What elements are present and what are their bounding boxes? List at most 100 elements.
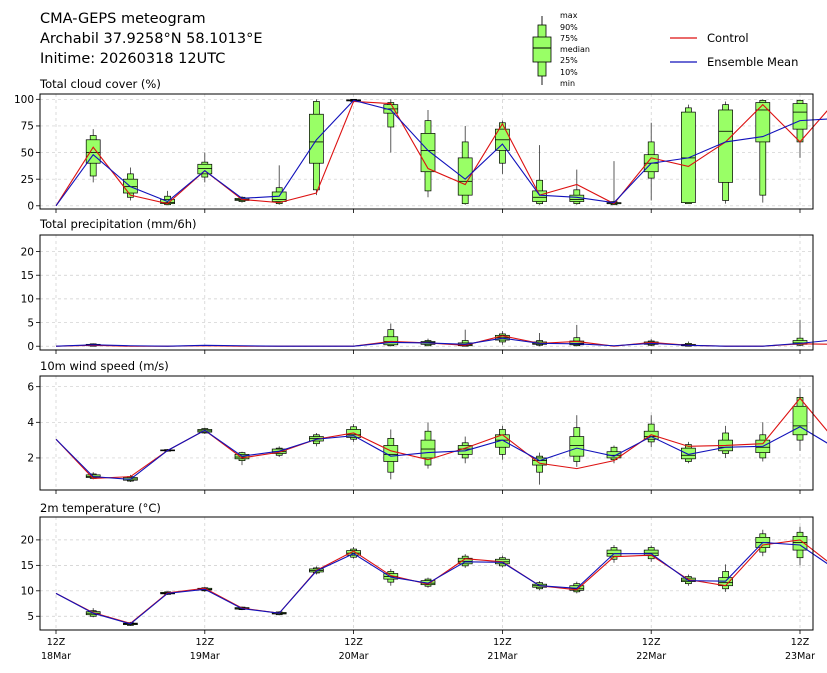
box-legend-label-p25: 25% — [560, 56, 578, 65]
x-tick-label-date: 18Mar — [41, 651, 71, 662]
header-title: CMA-GEPS meteogram — [40, 11, 206, 27]
box-p25-p75 — [309, 113, 324, 164]
y-tick-label: 20 — [21, 535, 34, 547]
x-tick-label-date: 19Mar — [190, 651, 220, 662]
ensemble-box — [792, 526, 808, 566]
y-tick-label: 15 — [21, 270, 34, 282]
y-tick-label: 2 — [27, 453, 34, 465]
panel-frame — [39, 516, 814, 631]
box-legend-label-min: min — [560, 79, 575, 88]
mean-series-line — [55, 337, 827, 347]
box-p25-p75 — [457, 157, 473, 196]
panel-frame — [39, 234, 814, 351]
box-p10-p90 — [759, 100, 767, 196]
x-tick-label-time: 12Z — [195, 637, 214, 648]
mean-series-line — [55, 99, 827, 207]
box-legend-label-p10: 10% — [560, 68, 578, 77]
ensemble-box — [681, 104, 696, 205]
x-tick-label-time: 12Z — [791, 637, 810, 648]
box-legend-inner-box — [532, 36, 552, 63]
x-tick-label-time: 12Z — [493, 637, 512, 648]
panel-wind-speed: 2 4 6 — [27, 375, 827, 494]
box-legend-label-p90: 90% — [560, 23, 578, 32]
ensemble-box — [383, 429, 399, 480]
panel-frame — [39, 375, 814, 491]
ensemble-box — [792, 99, 808, 158]
panel-precipitation: 0 5 10 15 20 — [21, 234, 827, 354]
y-tick-label: 20 — [21, 246, 34, 258]
box-p25-p75 — [420, 133, 436, 173]
panel-temperature: 5 10 15 20 — [21, 516, 827, 634]
box-p25-p75 — [569, 436, 585, 457]
panel-title-precip: Total precipitation (mm/6h) — [39, 217, 196, 231]
x-tick-label-time: 12Z — [344, 637, 363, 648]
ensemble-box — [718, 564, 733, 592]
box-p25-p75 — [532, 190, 547, 202]
ensemble-box — [457, 125, 473, 205]
y-tick-label: 6 — [27, 381, 34, 393]
control-series-line — [55, 100, 827, 207]
ensemble-box — [755, 422, 771, 462]
panel-title-cloud: Total cloud cover (%) — [39, 77, 161, 91]
panel-title-wind: 10m wind speed (m/s) — [40, 359, 169, 373]
box-p25-p75 — [792, 535, 808, 551]
box-p25-p75 — [383, 336, 399, 346]
x-tick-label-date: 22Mar — [636, 651, 666, 662]
box-p25-p75 — [792, 103, 808, 130]
x-tick-label-time: 12Z — [642, 637, 661, 648]
ensemble-box — [495, 120, 510, 174]
legend-mean-label: Ensemble Mean — [707, 55, 798, 69]
y-tick-label: 5 — [27, 317, 34, 329]
box-p25-p75 — [197, 163, 213, 175]
ensemble-box — [197, 152, 213, 183]
x-tick-label-date: 21Mar — [487, 651, 517, 662]
box-p25-p75 — [718, 109, 733, 183]
header-initime: Initime: 20260318 12UTC — [40, 51, 225, 67]
y-tick-label: 0 — [27, 201, 34, 213]
ensemble-box — [718, 425, 733, 458]
panel-frame — [39, 93, 814, 210]
y-tick-label: 75 — [21, 121, 34, 133]
box-p25-p75 — [532, 457, 547, 466]
ensemble-box — [755, 99, 771, 203]
ensemble-box — [792, 320, 808, 347]
ensemble-box — [792, 388, 808, 451]
line-legend: Control Ensemble Mean — [670, 31, 798, 69]
legend-control-label: Control — [707, 31, 749, 45]
ensemble-box — [309, 99, 324, 196]
control-series-line — [55, 539, 827, 624]
y-tick-label: 5 — [27, 611, 34, 623]
y-tick-label: 10 — [21, 294, 34, 306]
box-p25-p75 — [755, 102, 771, 143]
box-p25-p75 — [85, 139, 101, 164]
ensemble-box — [569, 324, 585, 347]
y-tick-label: 15 — [21, 560, 34, 572]
y-tick-label: 10 — [21, 586, 34, 598]
box-legend: max 90% 75% median 25% 10% min — [532, 11, 590, 88]
x-tick-label-time: 12Z — [47, 637, 66, 648]
y-tick-label: 100 — [14, 94, 34, 106]
ensemble-box — [569, 415, 585, 467]
ensemble-box — [532, 332, 547, 347]
y-tick-label: 25 — [21, 174, 34, 186]
box-legend-label-median: median — [560, 45, 590, 54]
ensemble-box — [457, 554, 473, 568]
mean-series-line — [55, 541, 827, 625]
ensemble-box — [718, 101, 733, 204]
y-tick-label: 4 — [27, 417, 34, 429]
ensemble-box — [271, 165, 287, 205]
box-p10-p90 — [387, 102, 395, 128]
ensemble-box — [643, 415, 659, 448]
box-legend-label-p75: 75% — [560, 34, 578, 43]
ensemble-box — [383, 323, 399, 347]
ensemble-box — [420, 422, 436, 469]
control-series-line — [55, 335, 827, 347]
control-series-line — [55, 397, 827, 479]
panel-title-temp: 2m temperature (°C) — [40, 501, 161, 515]
box-legend-label-max: max — [560, 11, 578, 20]
ensemble-box — [643, 122, 659, 201]
x-tick-label-date: 23Mar — [785, 651, 815, 662]
mean-series-line — [55, 426, 827, 480]
